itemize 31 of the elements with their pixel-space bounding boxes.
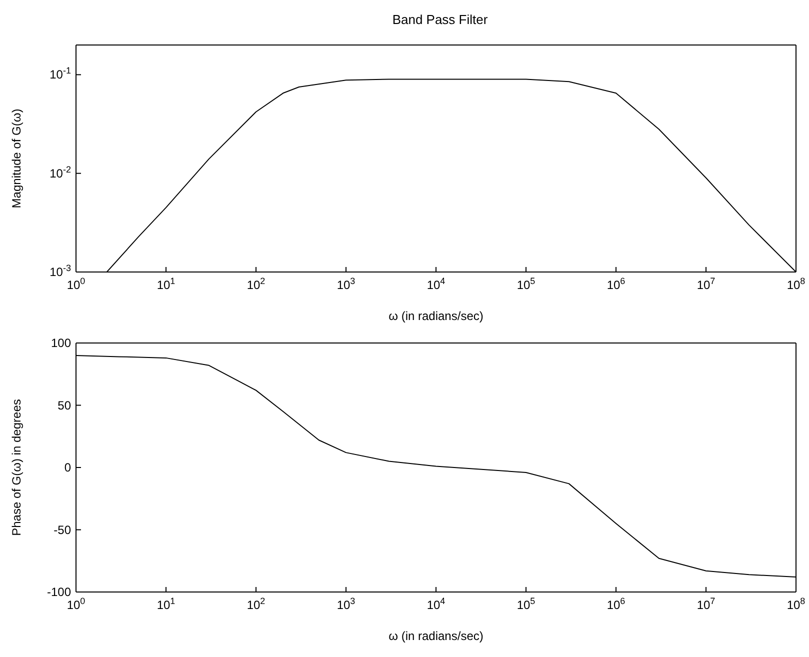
y-tick-label: 10$^{-1}$ [50, 66, 71, 82]
y-tick-label: 10$^{-3}$ [50, 263, 71, 279]
y-axis-title: Magnitude of G(ω) [9, 108, 24, 208]
chart-title: Band Pass Filter [391, 12, 489, 27]
x-tick-label: 10$^{4}$ [426, 276, 446, 292]
x-tick-label: 10$^{0}$ [66, 596, 86, 612]
x-tick-label: 10$^{7}$ [696, 276, 716, 292]
x-tick-label: 10$^{7}$ [696, 596, 716, 612]
y-tick-label: 50 [58, 398, 72, 412]
x-tick-label: 10$^{4}$ [426, 596, 446, 612]
y-axis-title: Phase of G(ω) in degrees [9, 399, 24, 536]
y-tick-label: 0 [64, 460, 72, 474]
x-tick-label: 10$^{8}$ [786, 596, 806, 612]
x-axis-title: ω (in radians/sec) [388, 629, 484, 643]
x-tick-label: 10$^{2}$ [246, 596, 266, 612]
y-tick-label: -100 [46, 585, 72, 599]
y-tick-label: -50 [54, 522, 72, 537]
x-tick-label: 10$^{0}$ [66, 276, 86, 292]
x-tick-label: 10$^{6}$ [606, 596, 626, 612]
x-tick-label: 10$^{5}$ [516, 596, 536, 612]
x-tick-label: 10$^{8}$ [786, 276, 806, 292]
x-axis-title: ω (in radians/sec) [388, 309, 484, 323]
x-tick-label: 10$^{2}$ [246, 276, 266, 292]
x-tick-label: 10$^{3}$ [336, 276, 356, 292]
x-tick-label: 10$^{1}$ [156, 276, 176, 292]
x-tick-label: 10$^{6}$ [606, 276, 626, 292]
x-tick-label: 10$^{5}$ [516, 276, 536, 292]
x-tick-label: 10$^{1}$ [156, 596, 176, 612]
x-tick-label: 10$^{3}$ [336, 596, 356, 612]
y-tick-label: 100 [50, 336, 72, 350]
y-tick-label: 10$^{-2}$ [50, 164, 71, 180]
